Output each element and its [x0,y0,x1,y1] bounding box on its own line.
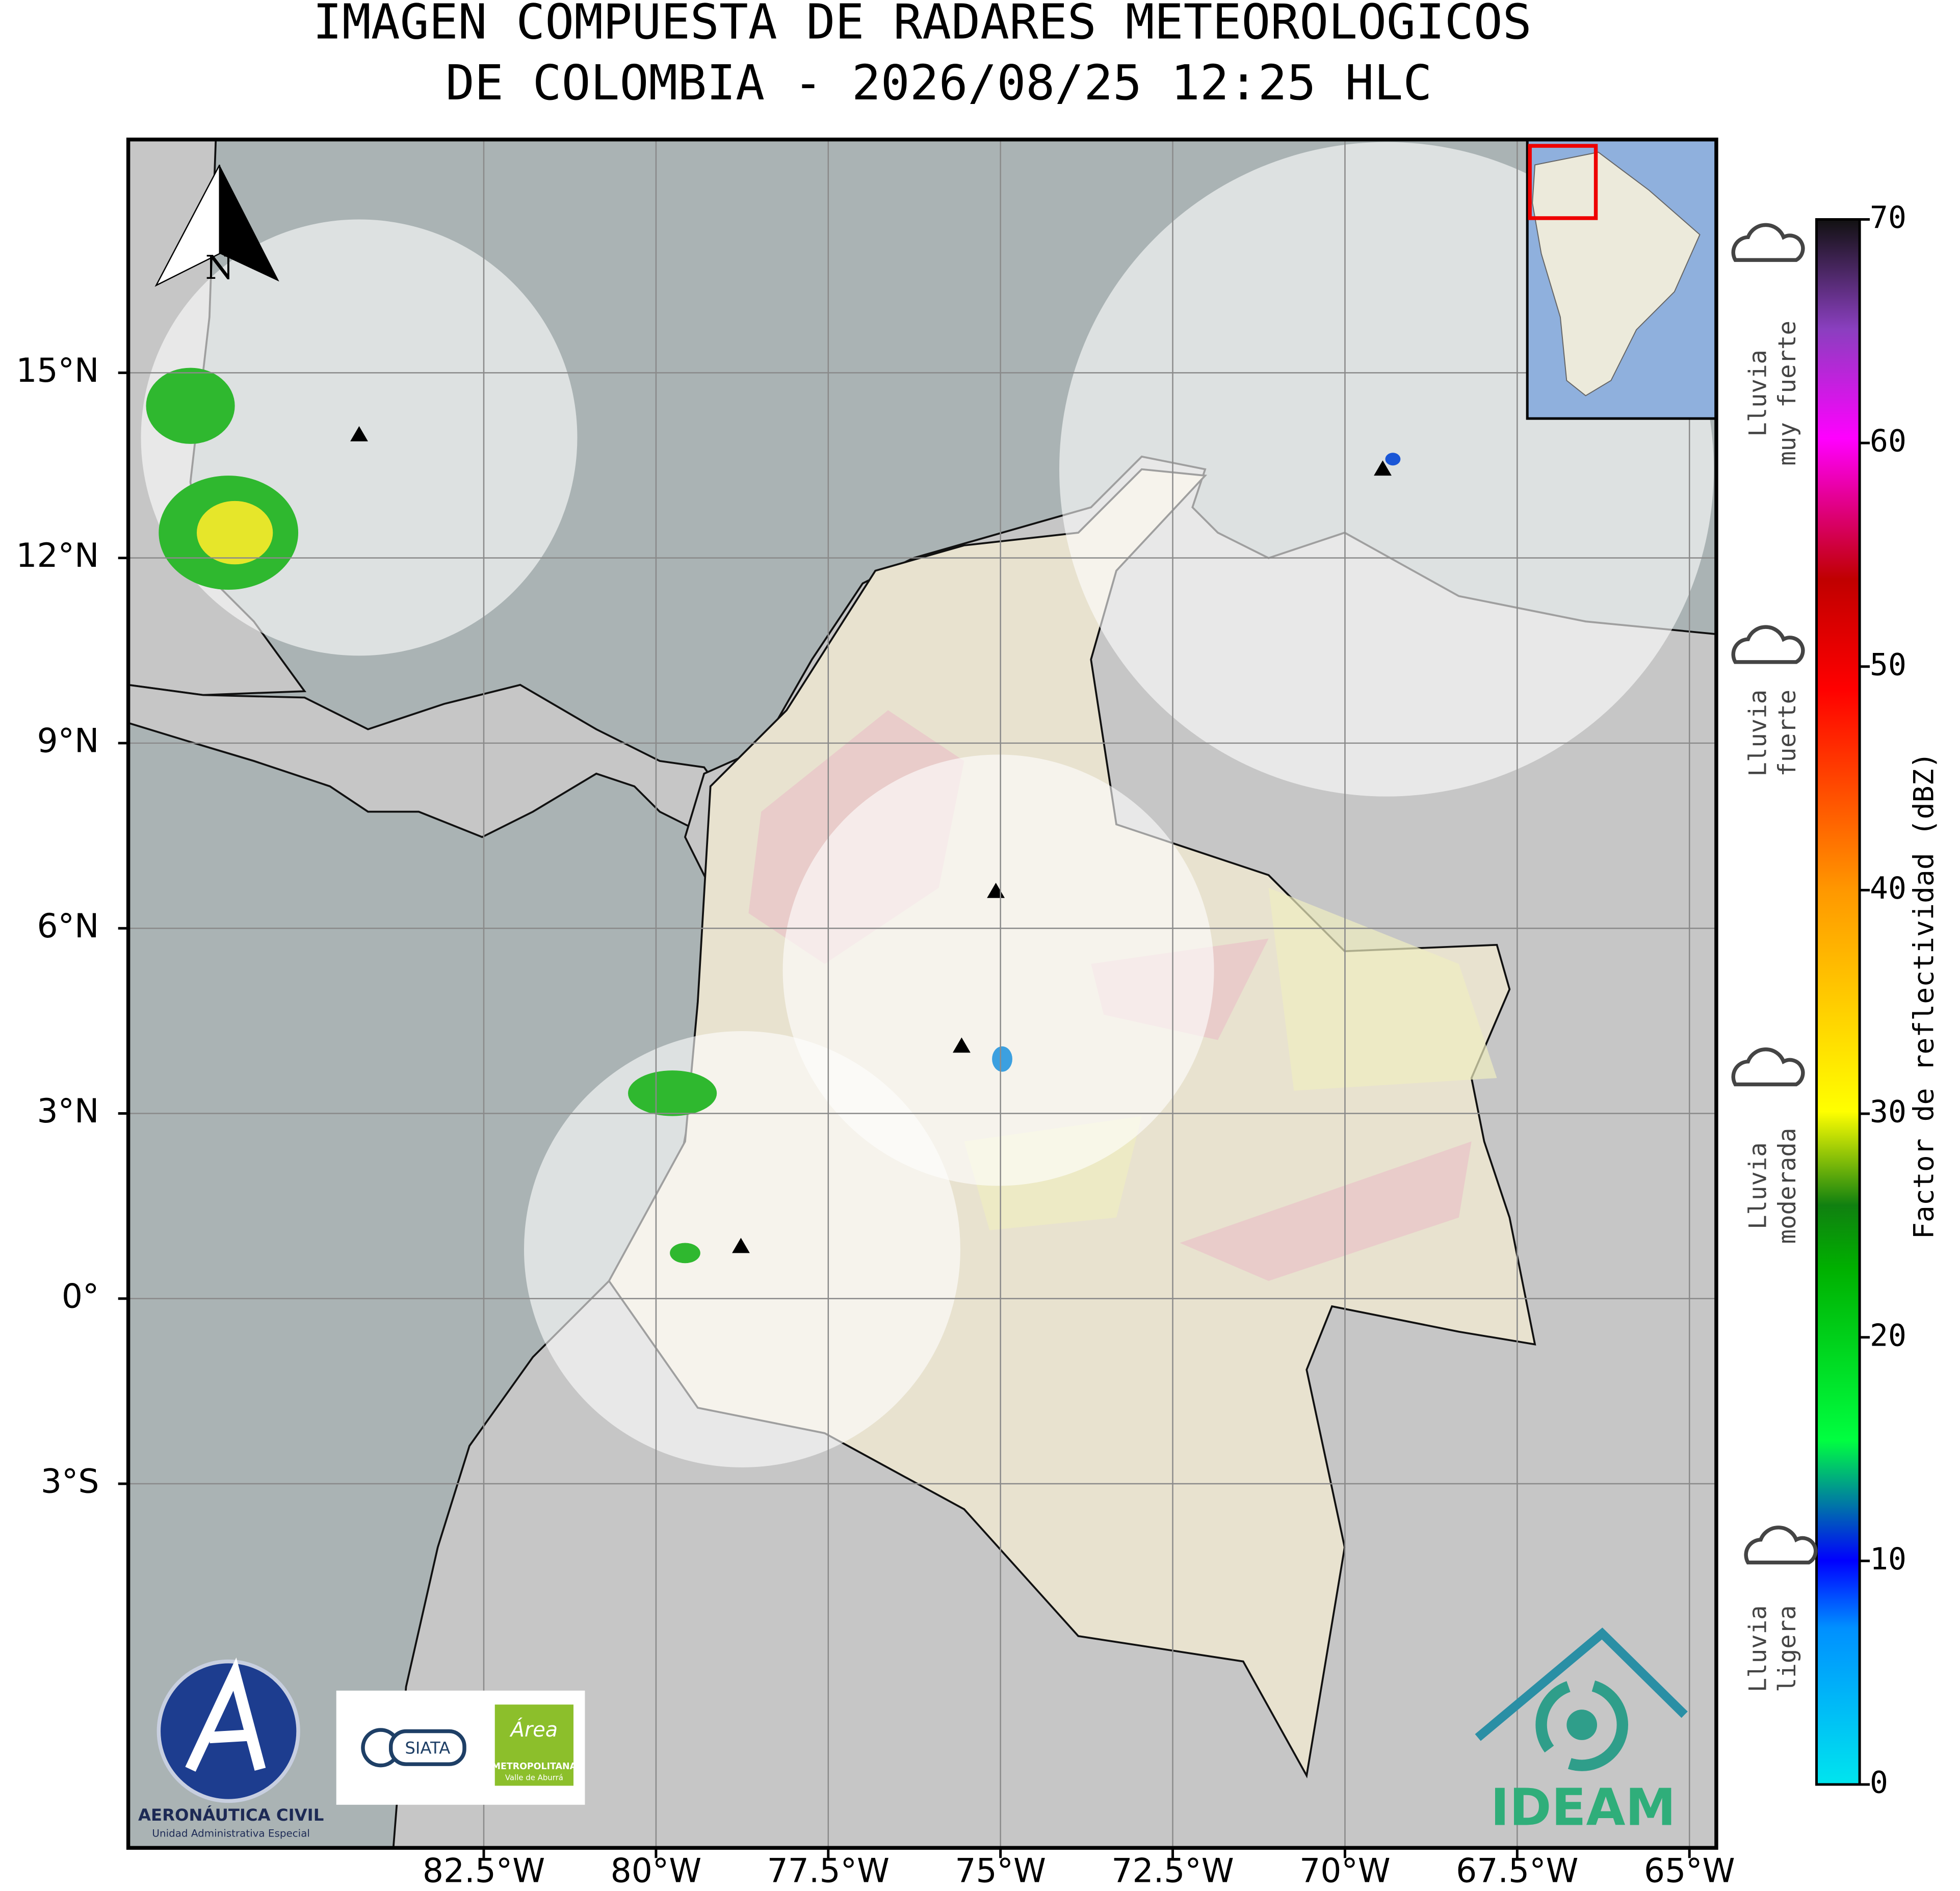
intensity-label: Lluvia [1744,350,1772,437]
axis-ticks: 82.5°W 80°W 77.5°W 75°W 72.5°W 70°W 67.5°W 65°W… [16,352,1735,1890]
colorbar [1815,218,1861,1786]
inset-map [1526,139,1716,420]
colorbar-tick-label: 20 [1870,1318,1906,1353]
colorbar-tick-label: 30 [1870,1095,1906,1130]
logo-text: AERONÁUTICA CIVIL [138,1805,324,1825]
north-label: N [205,249,234,287]
logo-text: METROPOLITANA [492,1762,577,1772]
y-tick-label: 6°N [37,907,99,946]
logo-text: Unidad Administrativa Especial [152,1828,309,1840]
y-tick-label: 3°S [41,1463,99,1501]
radar-echoes [146,367,1401,1264]
logo-text: Valle de Aburrá [505,1773,563,1782]
title-line: DE COLOMBIA - 2026/08/25 12:25 HLC [446,55,1432,111]
colorbar-tick-label: 0 [1870,1766,1888,1801]
intensity-label: fuerte [1773,690,1801,777]
y-tick-label: 12°N [16,537,99,575]
intensity-label: moderada [1773,1128,1801,1244]
intensity-label: ligera [1773,1605,1801,1692]
y-tick-label: 0° [62,1277,99,1316]
x-tick-label: 75°W [955,1852,1046,1890]
colorbar-tick-label: 50 [1870,647,1906,682]
land [128,684,737,838]
colorbar-tick-label: 60 [1870,424,1906,459]
colorbar-label: Factor de reflectividad (dBZ) [1907,752,1940,1239]
logo-text: IDEAM [1491,1779,1676,1837]
y-tick-label: 15°N [16,352,99,390]
intensity-label: muy fuerte [1773,321,1801,466]
radar-sites [350,426,1392,1253]
x-tick-label: 67.5°W [1456,1852,1578,1890]
x-tick-label: 65°W [1644,1852,1735,1890]
logo-text: SIATA [405,1738,450,1757]
x-tick-label: 80°W [611,1852,702,1890]
colorbar-ticks: 0 10 20 30 40 50 60 70 [1860,200,1906,1801]
y-tick-label: 9°N [37,722,99,760]
logo-ideam: IDEAM [1475,1627,1688,1837]
x-tick-label: 82.5°W [423,1852,545,1890]
logo-aeronautica: AERONÁUTICA CIVIL Unidad Administrativa … [138,1657,324,1840]
intensity-label: Lluvia [1744,690,1772,777]
intensity-label: Lluvia [1744,1142,1772,1229]
colorbar-tick-label: 70 [1870,200,1906,235]
x-tick-label: 70°W [1299,1852,1391,1890]
map-frame [126,137,1718,1850]
logo-text: Área [509,1718,558,1742]
graticule [128,139,1716,1848]
map-area: N AERONÁUTICA CIVIL Unidad Administrativ… [128,139,1716,1848]
colorbar-tick-label: 10 [1870,1542,1906,1577]
intensity-label: Lluvia [1744,1605,1772,1692]
y-tick-label: 3°N [37,1092,99,1131]
title-line: IMAGEN COMPUESTA DE RADARES METEOROLOGIC… [313,0,1532,50]
logo-siata-area: SIATA Área METROPOLITANA Valle de Aburrá [336,1690,585,1805]
x-tick-label: 77.5°W [767,1852,890,1890]
colorbar-tick-label: 40 [1870,871,1906,906]
x-tick-label: 72.5°W [1111,1852,1234,1890]
